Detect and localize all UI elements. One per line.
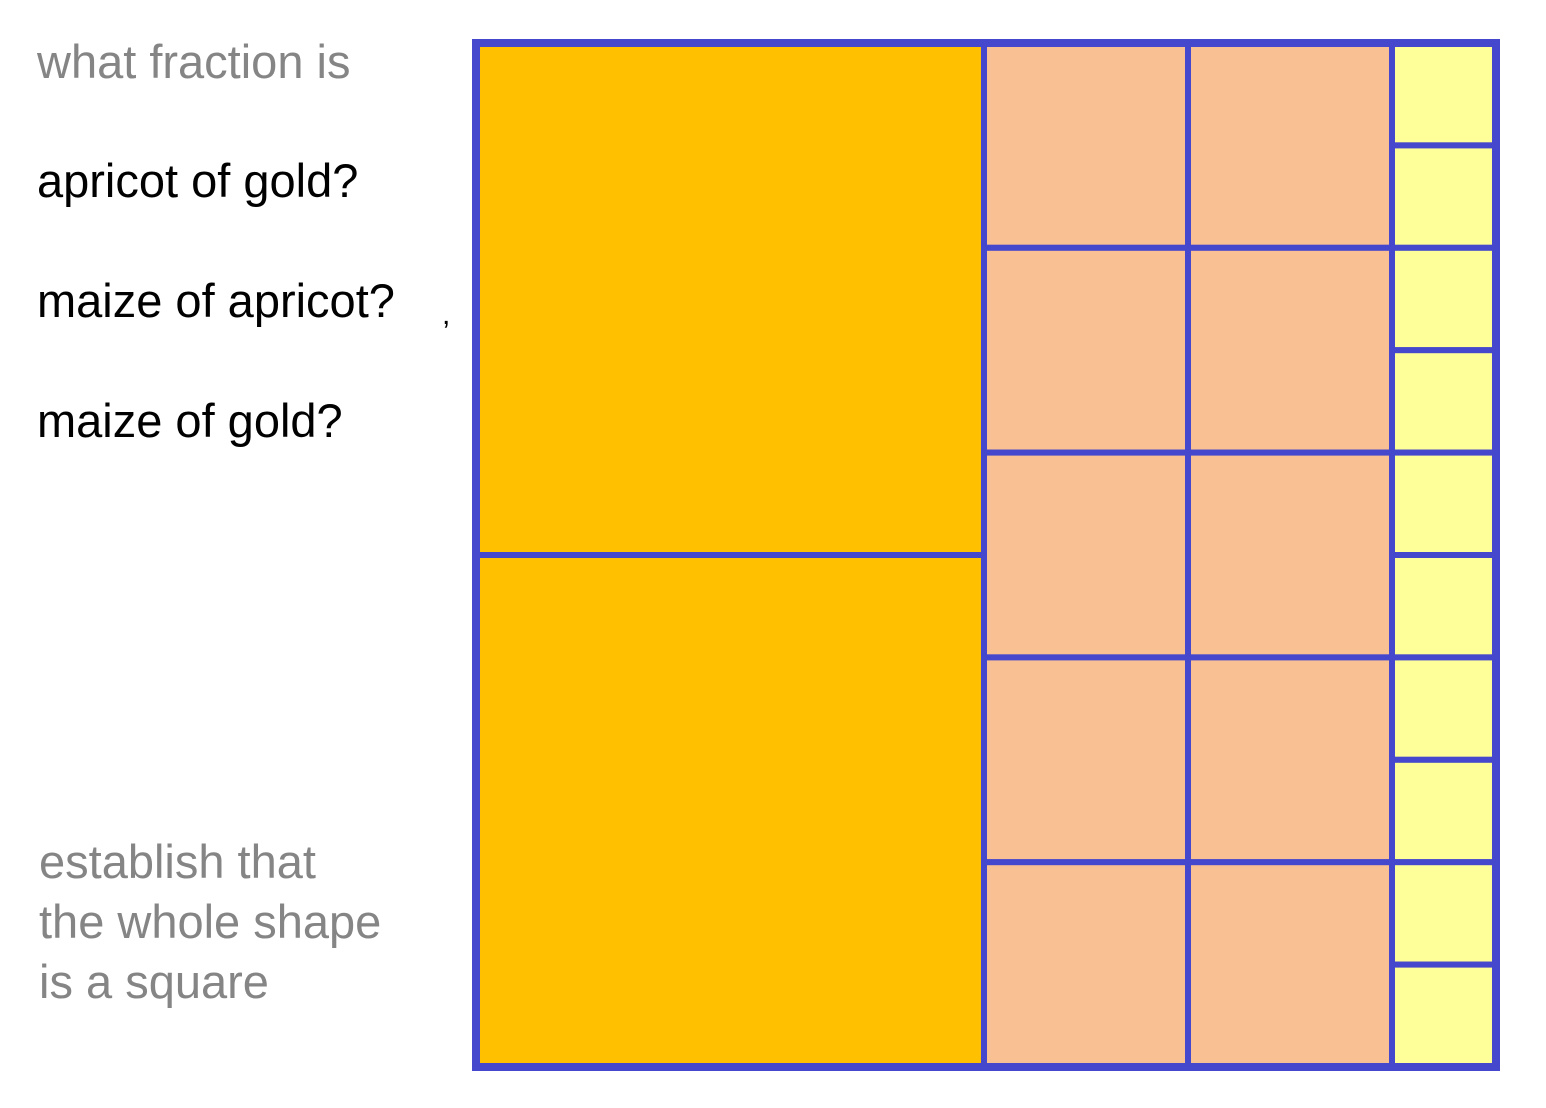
- apricot-piece-1: [981, 40, 1191, 251]
- fraction-square-diagram: [472, 39, 1500, 1071]
- square-outline: [472, 39, 1500, 1071]
- maize-piece-9: [1389, 859, 1499, 968]
- question-maize-of-gold: maize of gold?: [37, 394, 343, 447]
- gold-piece-1: [473, 40, 987, 558]
- apricot-piece-6: [1185, 40, 1395, 251]
- prompt-text: what fraction is: [37, 35, 351, 88]
- maize-piece-7: [1389, 654, 1499, 763]
- square-note-line-3: is a square: [39, 955, 269, 1008]
- maize-piece-8: [1389, 756, 1499, 866]
- maize-piece-3: [1389, 244, 1499, 354]
- apricot-piece-5: [981, 859, 1191, 1071]
- maize-piece-6: [1389, 552, 1499, 661]
- fraction-pieces: [473, 40, 1499, 1071]
- apricot-piece-8: [1185, 449, 1395, 661]
- square-note-line-2: the whole shape: [39, 895, 382, 948]
- square-note-line-1: establish that: [39, 835, 316, 888]
- gold-piece-2: [473, 552, 987, 1070]
- stray-mark: ,: [442, 298, 451, 331]
- question-apricot-of-gold: apricot of gold?: [37, 154, 359, 207]
- maize-piece-5: [1389, 449, 1499, 559]
- apricot-piece-10: [1185, 859, 1395, 1071]
- maize-piece-2: [1389, 142, 1499, 251]
- maize-piece-4: [1389, 347, 1499, 456]
- apricot-piece-9: [1185, 654, 1395, 866]
- apricot-piece-2: [981, 244, 1191, 456]
- square-note: establish that the whole shape is a squa…: [39, 832, 381, 1012]
- apricot-piece-7: [1185, 244, 1395, 456]
- question-maize-of-apricot: maize of apricot?: [37, 274, 395, 327]
- apricot-piece-4: [981, 654, 1191, 866]
- apricot-piece-3: [981, 449, 1191, 661]
- maize-piece-1: [1389, 40, 1499, 149]
- maize-piece-10: [1389, 961, 1499, 1070]
